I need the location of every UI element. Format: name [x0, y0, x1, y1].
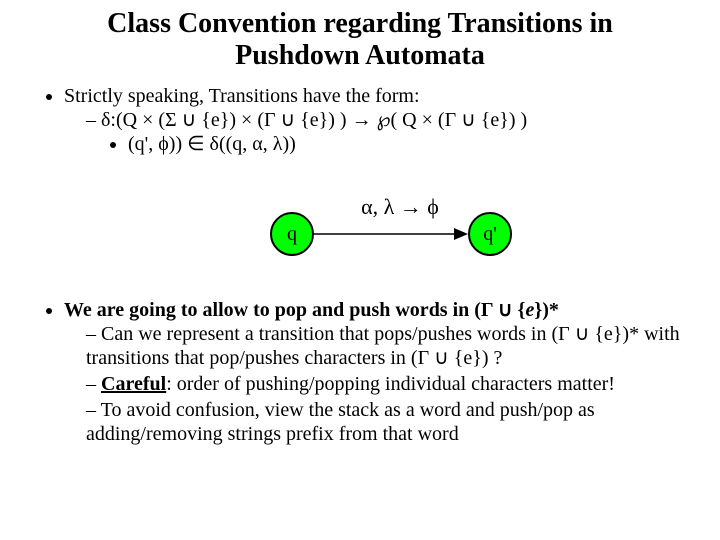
- slide-title: Class Convention regarding Transitions i…: [40, 8, 680, 72]
- state-q-prime-label: q': [483, 223, 497, 246]
- bullet-1-sub-1-text: δ:(Q × (Σ ∪ {e}) × (Γ ∪ {e}) ) → ℘( Q × …: [101, 109, 527, 131]
- transition-diagram: q α, λ → ϕ q': [40, 164, 680, 284]
- bullet-1-sub-1-sub-1: (q', ϕ)) ∈ δ((q, α, λ)): [128, 132, 680, 156]
- bullet-2-sub-2: Careful: order of pushing/popping indivi…: [86, 372, 680, 396]
- bullet-2-suffix: })*: [534, 299, 559, 321]
- edge-label: α, λ → ϕ: [340, 194, 460, 220]
- bullet-2-prefix: We are going to allow to pop and push wo…: [64, 299, 525, 321]
- bullet-1-sub-1-sublist: (q', ϕ)) ∈ δ((q, α, λ)): [128, 132, 680, 156]
- bullet-1-sub-1-sub-1-text: (q', ϕ)) ∈ δ((q, α, λ)): [128, 133, 296, 155]
- bullet-2: We are going to allow to pop and push wo…: [64, 298, 680, 446]
- bullet-2-sub-3-text: To avoid confusion, view the stack as a …: [86, 399, 595, 445]
- bullet-1: Strictly speaking, Transitions have the …: [64, 84, 680, 156]
- state-q: q: [270, 212, 314, 256]
- bullet-2-sub-1: Can we represent a transition that pops/…: [86, 322, 680, 370]
- bullet-2-sub-2-rest: : order of pushing/popping individual ch…: [166, 373, 615, 395]
- title-line-2: Pushdown Automata: [235, 40, 485, 71]
- bullet-2-sublist: Can we represent a transition that pops/…: [86, 322, 680, 446]
- bullet-2-sub-1-text: Can we represent a transition that pops/…: [86, 323, 680, 369]
- bullet-2-sub-3: To avoid confusion, view the stack as a …: [86, 398, 680, 446]
- bullet-list: Strictly speaking, Transitions have the …: [64, 84, 680, 156]
- bullet-2-e: e: [525, 299, 534, 321]
- bullet-2-text: We are going to allow to pop and push wo…: [64, 299, 559, 321]
- bullet-list-2: We are going to allow to pop and push wo…: [64, 298, 680, 446]
- bullet-1-text: Strictly speaking, Transitions have the …: [64, 85, 420, 107]
- bullet-1-sublist: δ:(Q × (Σ ∪ {e}) × (Γ ∪ {e}) ) → ℘( Q × …: [86, 108, 680, 156]
- slide: Class Convention regarding Transitions i…: [0, 0, 720, 540]
- bullet-1-sub-1: δ:(Q × (Σ ∪ {e}) × (Γ ∪ {e}) ) → ℘( Q × …: [86, 108, 680, 156]
- state-q-label: q: [287, 223, 297, 246]
- transition-arrow: [312, 226, 470, 246]
- state-q-prime: q': [468, 212, 512, 256]
- title-line-1: Class Convention regarding Transitions i…: [107, 8, 613, 39]
- bullet-2-sub-2-prefix: Careful: [101, 373, 166, 395]
